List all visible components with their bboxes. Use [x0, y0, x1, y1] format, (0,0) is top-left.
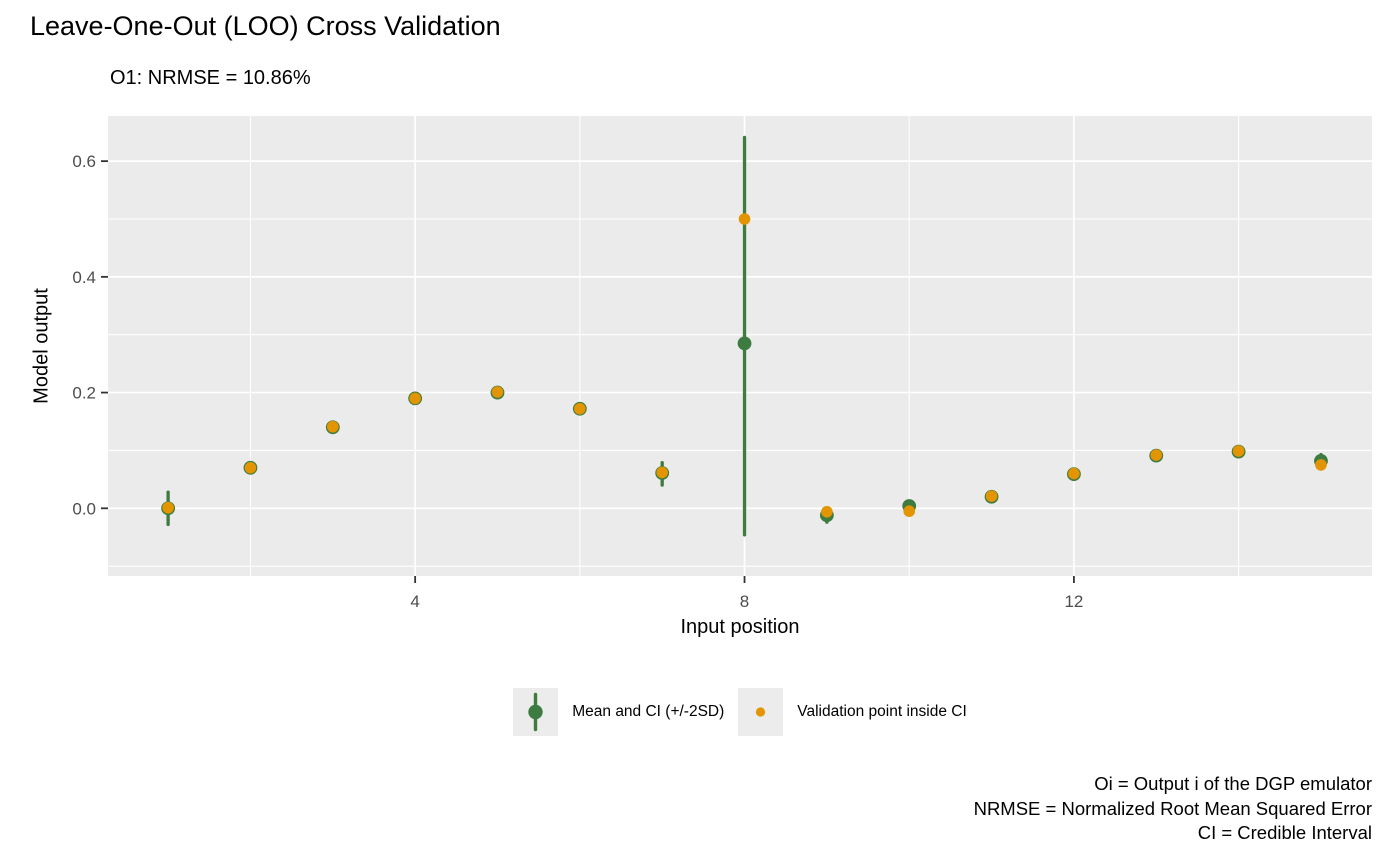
mean-point [737, 336, 752, 351]
facet-strip-label: O1: NRMSE = 10.86% [110, 67, 311, 89]
x-axis-title: Input position [680, 616, 800, 638]
legend-label: Mean and CI (+/-2SD) [572, 703, 725, 720]
x-tick-label: 12 [1064, 592, 1083, 611]
caption-line: NRMSE = Normalized Root Mean Squared Err… [973, 797, 1372, 819]
validation-point [1150, 449, 1163, 461]
validation-point [574, 402, 586, 415]
legend-key-box [738, 688, 784, 736]
validation-point [491, 386, 504, 398]
plot-panel: 4 8 12 0.0 0.2 0.4 0.6 [72, 116, 1372, 611]
validation-point [409, 392, 421, 405]
y-axis-title: Model output [30, 288, 53, 404]
legend-key-box [513, 688, 559, 736]
validation-point-icon [756, 707, 766, 717]
validation-point [244, 461, 257, 474]
validation-point [1232, 445, 1245, 457]
validation-point [656, 466, 668, 479]
y-tick-label: 0.0 [72, 499, 96, 518]
legend-label: Validation point inside CI [797, 703, 967, 720]
caption-line: CI = Credible Interval [1197, 822, 1372, 843]
x-tick-label: 4 [410, 592, 419, 611]
validation-point [1315, 459, 1327, 471]
validation-point [1068, 467, 1080, 480]
legend-item-mean-ci: Mean and CI (+/-2SD) [513, 688, 724, 736]
validation-point [821, 505, 833, 518]
legend: Mean and CI (+/-2SD) Validation point in… [108, 686, 1372, 738]
y-tick-label: 0.6 [72, 152, 96, 171]
validation-point [162, 501, 174, 514]
mean-ci-icon [528, 692, 543, 732]
caption: Oi = Output i of the DGP emulator NRMSE … [974, 772, 1372, 846]
caption-line: Oi = Output i of the DGP emulator [1094, 773, 1372, 794]
validation-point [903, 505, 916, 517]
y-tick-label: 0.4 [72, 268, 96, 287]
y-tick-label: 0.2 [72, 384, 96, 403]
plot-title: Leave-One-Out (LOO) Cross Validation [30, 11, 501, 41]
legend-item-validation-point: Validation point inside CI [738, 688, 967, 736]
x-tick-label: 8 [740, 592, 749, 611]
validation-point [985, 490, 998, 502]
validation-point [738, 213, 751, 225]
validation-point [327, 420, 339, 433]
